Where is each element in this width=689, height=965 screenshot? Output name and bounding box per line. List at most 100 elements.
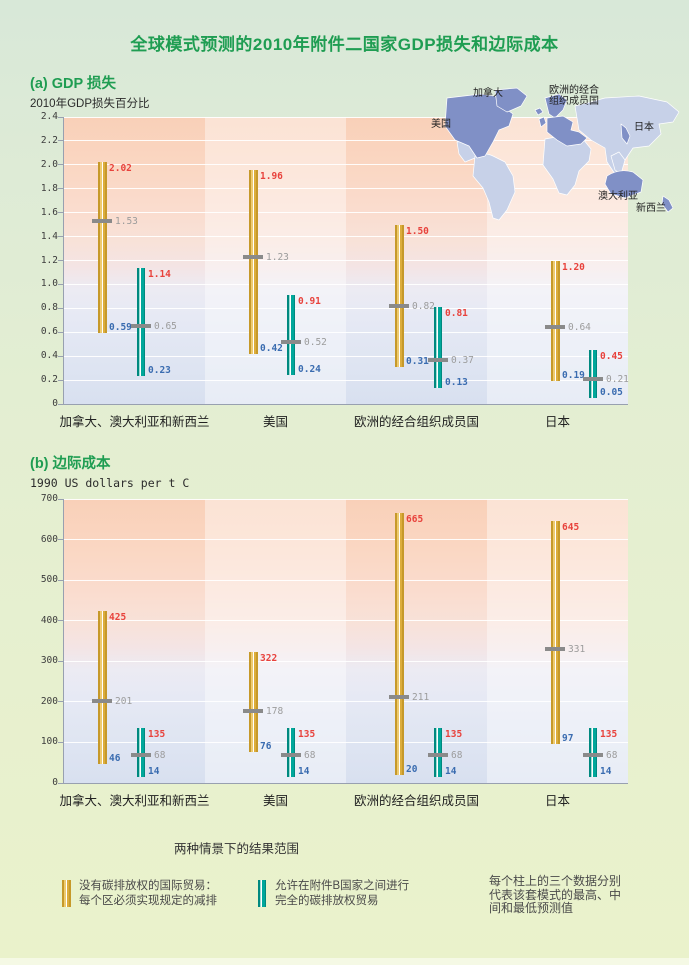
max-value-label: 665 — [406, 514, 424, 526]
legend-note-line3: 间和最低预测值 — [489, 901, 574, 915]
max-value-label: 135 — [298, 729, 316, 741]
y-axis-tick — [58, 579, 64, 581]
mid-estimate-marker — [545, 646, 565, 651]
min-value-label: 0.19 — [562, 370, 585, 382]
y-axis-tick — [58, 355, 64, 357]
legend-swatch-full-trading — [258, 880, 266, 907]
y-axis-tick — [58, 498, 64, 500]
y-axis-tick-label: 100 — [40, 736, 58, 748]
mid-estimate-marker — [92, 699, 112, 704]
y-axis-tick — [58, 283, 64, 285]
max-value-label: 1.14 — [148, 268, 171, 280]
mid-estimate-marker — [583, 753, 603, 758]
gridline — [64, 116, 628, 118]
max-value-label: 0.81 — [445, 308, 468, 320]
map-iceland — [534, 107, 544, 116]
y-axis-tick — [58, 403, 64, 405]
mid-value-label: 0.37 — [451, 354, 474, 366]
y-axis-tick-label: 500 — [40, 574, 58, 586]
mid-value-label: 68 — [304, 750, 316, 762]
gridline — [64, 236, 628, 238]
min-value-label: 14 — [298, 766, 310, 778]
y-axis-tick — [58, 212, 64, 214]
mid-estimate-marker — [583, 376, 603, 381]
y-axis-tick-label: 0.6 — [40, 326, 58, 338]
min-value-label: 0.31 — [406, 355, 429, 367]
y-axis-tick-label: 0 — [52, 777, 58, 788]
y-axis-tick-label: 1.0 — [40, 278, 58, 290]
map-label-europe: 欧洲的经合 组织成员国 — [549, 85, 599, 107]
mid-value-label: 201 — [115, 696, 133, 708]
max-value-label: 1.96 — [260, 170, 283, 182]
legend-note: 每个柱上的三个数据分别 代表该套模式的最高、中 间和最低预测值 — [489, 874, 641, 916]
panel-a-axis-title: 2010年GDP损失百分比 — [30, 98, 150, 110]
mid-estimate-marker — [131, 753, 151, 758]
map-label-canada: 加拿大 — [473, 88, 503, 99]
y-axis-tick-label: 300 — [40, 655, 58, 667]
category-label: 加拿大、澳大利亚和新西兰 — [59, 415, 210, 429]
gridline — [64, 188, 628, 190]
map-new-zealand — [661, 195, 674, 213]
gridline — [64, 379, 628, 381]
panel-a-label: (a) GDP 损失 — [30, 76, 116, 92]
gdp-loss-plot: 0 0.2 0.4 0.6 0.8 1.0 1.2 1.4 1.6 1.8 2.0 2.2 2.4 2.0… — [41, 111, 629, 429]
min-value-label: 14 — [445, 766, 457, 778]
y-axis-tick — [58, 331, 64, 333]
min-value-label: 0.23 — [148, 365, 171, 377]
range-bar-teal — [137, 267, 145, 377]
gridline — [64, 212, 628, 214]
mid-value-label: 0.82 — [412, 300, 435, 312]
map-label-australia: 澳大利亚 — [598, 191, 638, 202]
legend-item-no-trading: 没有碳排放权的国际贸易： 每个区必须实现规定的减排 — [79, 879, 217, 908]
max-value-label: 1.50 — [406, 225, 429, 237]
y-axis-tick — [58, 379, 64, 381]
gridline — [64, 283, 628, 285]
y-axis-tick-label: 700 — [40, 493, 58, 504]
y-axis-tick-label: 2.2 — [40, 134, 58, 146]
max-value-label: 135 — [445, 729, 463, 741]
category-label: 日本 — [544, 415, 570, 429]
y-axis-tick — [58, 307, 64, 309]
range-bar-yellow — [97, 610, 107, 765]
mid-estimate-marker — [281, 339, 301, 344]
mid-value-label: 68 — [154, 750, 166, 762]
mid-value-label: 0.21 — [606, 373, 629, 385]
y-axis-tick-label: 400 — [40, 614, 58, 626]
map-label-japan: 日本 — [634, 122, 654, 133]
min-value-label: 0.13 — [445, 377, 468, 389]
mid-value-label: 68 — [606, 750, 618, 762]
map-uk — [538, 116, 547, 128]
y-axis-tick — [58, 539, 64, 541]
y-axis-tick-label: 0.2 — [40, 374, 58, 386]
y-axis-tick — [58, 164, 64, 166]
mid-estimate-marker — [243, 708, 263, 713]
map-europe — [546, 115, 588, 147]
y-axis-tick-label: 1.2 — [40, 254, 58, 266]
gridline — [64, 355, 628, 357]
y-axis-tick — [58, 116, 64, 118]
y-axis-tick-label: 2.4 — [40, 111, 58, 122]
min-value-label: 0.42 — [260, 342, 283, 354]
mid-value-label: 0.65 — [154, 321, 177, 333]
gridline — [64, 660, 628, 662]
min-value-label: 0.24 — [298, 364, 321, 376]
range-bar-yellow — [248, 169, 258, 354]
y-axis-tick-label: 2.0 — [40, 158, 58, 170]
y-axis-tick-label: 0.8 — [40, 302, 58, 314]
max-value-label: 135 — [148, 729, 166, 741]
mid-value-label: 0.64 — [568, 322, 591, 334]
category-label: 日本 — [544, 794, 570, 808]
world-map — [444, 87, 680, 221]
gridline — [64, 140, 628, 142]
range-bar-teal — [589, 350, 597, 399]
mid-value-label: 331 — [568, 643, 586, 655]
gridline — [64, 741, 628, 743]
gridline — [64, 539, 628, 541]
legend-full-trading-line2: 完全的碳排放权贸易 — [275, 894, 379, 907]
mid-value-label: 178 — [266, 705, 284, 717]
min-value-label: 0.05 — [600, 387, 623, 399]
gridline — [64, 701, 628, 703]
map-south-america — [472, 153, 516, 221]
min-value-label: 14 — [600, 766, 612, 778]
